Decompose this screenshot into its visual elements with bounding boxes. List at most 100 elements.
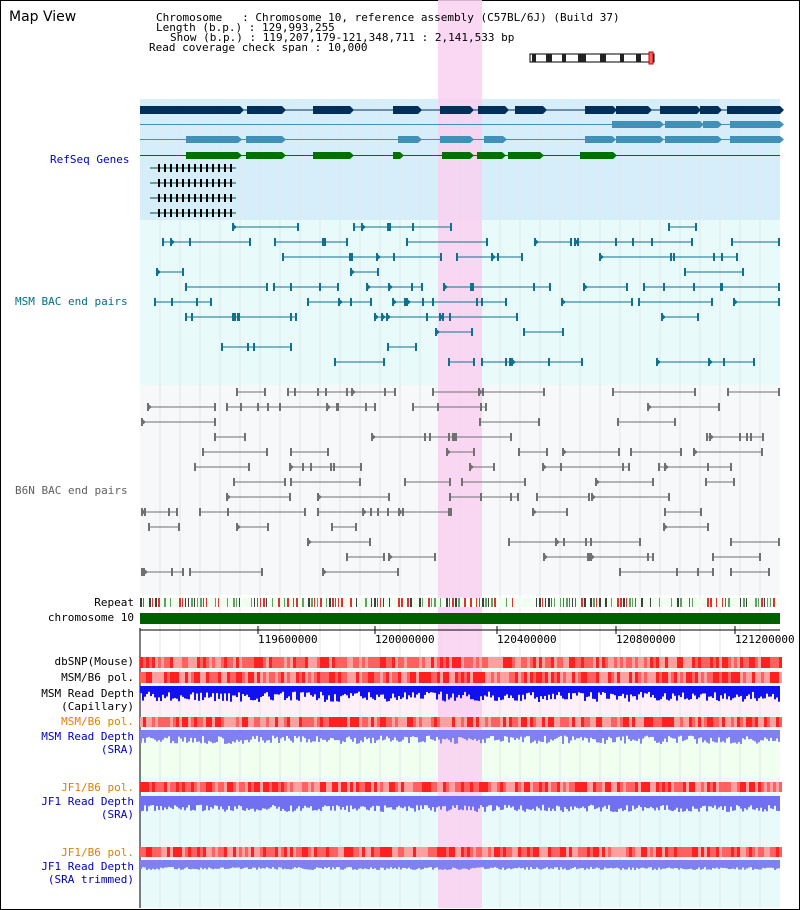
heat-cell bbox=[476, 717, 479, 727]
repeat-element bbox=[569, 598, 570, 607]
bac-end bbox=[244, 433, 246, 441]
read-depth-bar bbox=[746, 730, 748, 737]
read-depth-bar bbox=[344, 730, 346, 743]
heat-cell bbox=[191, 782, 194, 792]
read-depth-bar bbox=[282, 730, 284, 738]
heat-cell bbox=[251, 672, 254, 683]
repeat-element bbox=[377, 598, 378, 607]
heat-cell bbox=[305, 847, 308, 857]
read-depth-bar bbox=[214, 796, 216, 806]
track-label-msm-bac[interactable]: MSM BAC end pairs bbox=[15, 295, 128, 308]
repeat-element bbox=[458, 598, 460, 607]
heat-cell bbox=[455, 657, 458, 668]
heat-cell bbox=[242, 717, 245, 727]
bac-end bbox=[630, 448, 632, 456]
read-depth-bar bbox=[200, 796, 202, 805]
read-depth-bar bbox=[474, 686, 476, 701]
heat-cell bbox=[539, 672, 542, 683]
track-label-msm-depth-sra: MSM Read Depth bbox=[41, 730, 134, 743]
heat-cell bbox=[260, 672, 263, 683]
heat-cell bbox=[197, 657, 200, 668]
heat-cell bbox=[425, 672, 428, 683]
heat-cell bbox=[215, 847, 218, 857]
heat-cell bbox=[452, 782, 455, 792]
read-depth-bar bbox=[584, 860, 586, 870]
gene-exon bbox=[616, 106, 648, 114]
bac-end bbox=[290, 448, 292, 456]
ideogram-band bbox=[620, 54, 624, 62]
heat-cell bbox=[203, 782, 206, 792]
gene-arrow bbox=[502, 152, 506, 159]
read-depth-bar bbox=[766, 686, 768, 694]
read-depth-bar bbox=[298, 730, 300, 737]
heat-cell bbox=[323, 717, 326, 727]
read-depth-bar bbox=[420, 860, 422, 870]
read-depth-bar bbox=[602, 860, 604, 870]
read-depth-bar bbox=[558, 796, 560, 807]
read-depth-bar bbox=[148, 686, 150, 692]
heat-cell bbox=[161, 847, 164, 857]
read-depth-bar bbox=[538, 860, 540, 869]
heat-cell bbox=[503, 847, 506, 857]
heat-cell bbox=[581, 782, 584, 792]
heat-cell bbox=[638, 672, 641, 683]
heat-cell bbox=[194, 847, 197, 857]
bac-arrow bbox=[561, 298, 566, 306]
bac-end bbox=[337, 283, 339, 291]
read-depth-bar bbox=[172, 796, 174, 810]
bac-end bbox=[471, 328, 473, 336]
bac-end bbox=[736, 253, 738, 261]
heat-cell bbox=[398, 657, 401, 668]
read-depth-bar bbox=[458, 860, 460, 870]
heat-cell bbox=[152, 717, 155, 727]
heat-cell bbox=[668, 657, 671, 668]
read-depth-bar bbox=[166, 730, 168, 739]
heat-cell bbox=[143, 847, 146, 857]
heat-cell bbox=[764, 782, 767, 792]
read-depth-bar bbox=[570, 730, 572, 741]
heat-cell bbox=[509, 847, 512, 857]
heat-cell bbox=[398, 782, 401, 792]
read-depth-bar bbox=[758, 686, 760, 699]
track-label-b6n-bac[interactable]: B6N BAC end pairs bbox=[15, 484, 128, 497]
track-label-refseq[interactable]: RefSeq Genes bbox=[50, 153, 130, 166]
read-depth-bar bbox=[638, 730, 640, 739]
read-depth-bar bbox=[244, 730, 246, 741]
gene-exon bbox=[212, 164, 214, 172]
bac-arrow bbox=[141, 418, 146, 426]
heat-cell bbox=[434, 782, 437, 792]
read-depth-bar bbox=[486, 686, 488, 697]
read-depth-bar bbox=[398, 686, 400, 697]
read-depth-bar bbox=[230, 796, 232, 811]
read-depth-bar bbox=[182, 796, 184, 808]
heat-cell bbox=[599, 657, 602, 668]
repeat-element bbox=[254, 598, 255, 607]
repeat-element bbox=[179, 598, 181, 607]
heat-cell bbox=[203, 717, 206, 727]
read-depth-bar bbox=[634, 730, 636, 741]
repeat-element bbox=[272, 598, 273, 607]
heat-cell bbox=[629, 657, 632, 668]
read-depth-bar bbox=[354, 730, 356, 738]
read-depth-bar bbox=[442, 686, 444, 701]
heat-cell bbox=[671, 657, 674, 668]
heat-cell bbox=[170, 672, 173, 683]
read-depth-bar bbox=[308, 860, 310, 870]
read-depth-bar bbox=[554, 796, 556, 811]
read-depth-bar bbox=[742, 730, 744, 739]
read-depth-bar bbox=[402, 730, 404, 740]
repeat-element bbox=[716, 598, 717, 607]
bac-end bbox=[632, 238, 634, 246]
heat-cell bbox=[665, 657, 668, 668]
read-depth-bar bbox=[150, 686, 152, 697]
read-depth-bar bbox=[752, 686, 754, 692]
read-depth-bar bbox=[618, 686, 620, 697]
bac-end bbox=[202, 448, 204, 456]
repeat-element bbox=[185, 598, 186, 607]
read-depth-bar bbox=[620, 730, 622, 741]
repeat-element bbox=[236, 598, 237, 607]
heat-cell bbox=[275, 782, 278, 792]
repeat-element bbox=[722, 598, 723, 607]
bac-end bbox=[317, 508, 319, 516]
